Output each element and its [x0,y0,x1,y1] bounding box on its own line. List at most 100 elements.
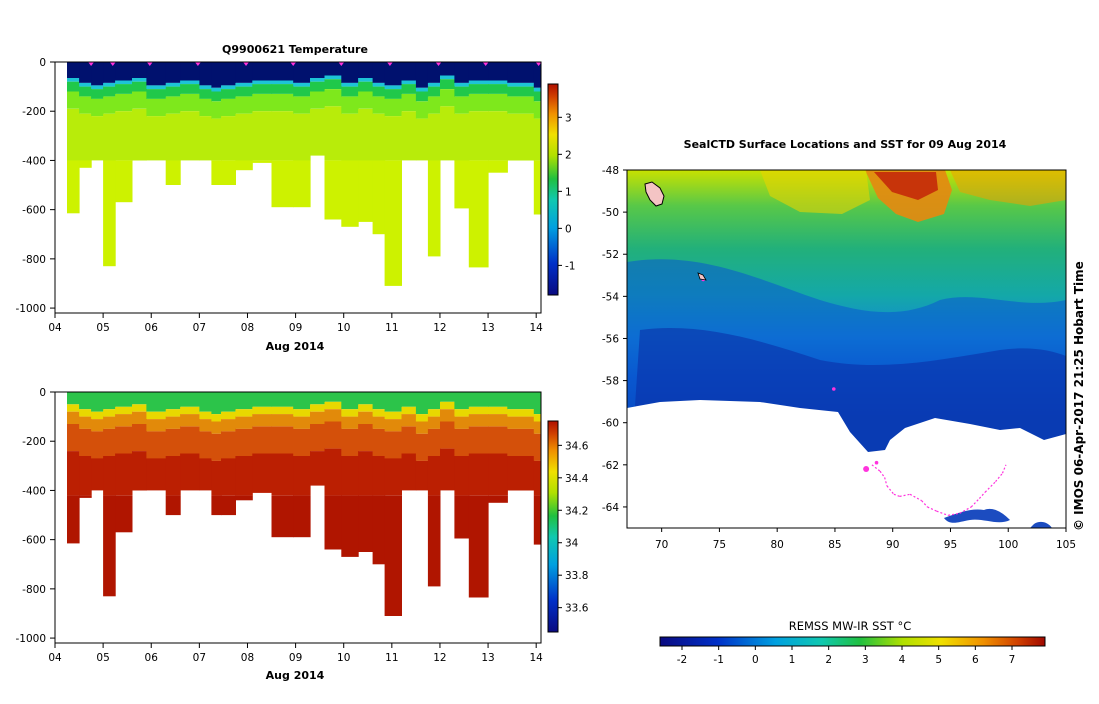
section-cell [146,62,167,86]
section-cell [454,495,470,539]
section-cell [401,84,417,94]
section-cell [401,453,417,491]
section-cell [67,78,80,82]
section-cell [372,416,386,429]
section-cell [103,456,116,496]
section-cell [211,460,222,496]
section-cell [252,426,273,454]
section-cell [488,392,508,407]
section-cell [235,113,253,161]
section-cell [67,392,80,405]
section-cell [533,433,541,461]
track-segment [899,493,911,497]
section-cell [103,392,116,410]
section-cell [358,495,374,552]
section-cell [91,411,104,420]
section-cell [199,458,212,491]
section-cell [384,89,402,99]
section-cell [115,414,133,427]
section-cell [324,160,342,220]
section-cell [221,431,236,459]
y-tick-label: -1000 [15,633,46,645]
section-cell [235,160,253,171]
section-cell [401,94,417,112]
x-tick-label: 12 [433,652,446,664]
surface-location-point [863,466,870,473]
section-cell [533,414,541,422]
section-cell [91,85,104,90]
x-tick-label: 05 [96,652,109,664]
section-cell [67,62,80,78]
section-cell [67,91,80,109]
section-cell [468,80,489,85]
section-cell [454,113,470,161]
section-cell [180,426,200,454]
section-cell [372,82,386,87]
section-cell [79,495,92,498]
temperature-title: Q9900621 Temperature [222,43,368,56]
section-cell [468,414,489,427]
section-cell [293,96,311,114]
section-cell [310,392,325,405]
x-tick-label: 05 [96,322,109,334]
section-cell [252,80,273,85]
x-tick-label: 04 [48,322,62,334]
sst-map-longitude-ticks: 70 75 80 85 90 95 100 105 [655,528,1076,551]
section-cell [91,431,104,459]
section-cell [341,409,359,417]
section-cell [103,82,116,87]
section-cell [358,78,374,82]
sst-colorbar-tick-label: 7 [1009,654,1016,666]
section-cell [310,451,325,486]
track-segment [978,491,986,499]
section-cell [384,419,402,432]
section-cell [252,414,273,427]
section-cell [79,392,92,410]
section-cell [324,401,342,410]
surface-location-point [831,387,836,391]
section-cell [372,62,386,83]
section-cell [372,113,386,161]
section-cell [199,431,212,459]
section-cell [468,94,489,112]
section-cell [252,392,273,407]
section-cell [454,86,470,97]
section-cell [252,453,273,493]
section-cell [488,111,508,161]
section-cell [440,392,455,402]
section-cell [488,84,508,94]
section-cell [271,495,294,538]
section-cell [533,495,541,545]
track-segment [970,498,980,508]
section-cell [180,414,200,427]
section-cell [91,62,104,86]
section-cell [211,414,222,422]
section-cell [293,416,311,429]
track-segment [879,470,886,478]
section-cell [79,416,92,429]
x-tick-label: 13 [481,322,494,334]
section-cell [401,414,417,427]
section-cell [427,160,441,257]
y-tick-label: -800 [22,584,46,596]
section-cell [324,79,342,89]
section-cell [324,409,342,422]
section-cell [165,160,181,185]
section-cell [341,96,359,114]
section-cell [180,80,200,85]
y-tick-label: -1000 [15,303,46,315]
section-cell [211,62,222,88]
section-cell [293,428,311,456]
section-cell [252,160,273,163]
section-cell [221,495,236,516]
x-tick-label: 07 [193,322,206,334]
section-cell [427,86,441,97]
section-cell [427,392,441,410]
section-cell [221,98,236,117]
section-cell [341,86,359,97]
section-cell [415,421,429,434]
section-cell [454,62,470,83]
section-cell [293,392,311,410]
section-cell [211,421,222,434]
section-cell [146,98,167,117]
